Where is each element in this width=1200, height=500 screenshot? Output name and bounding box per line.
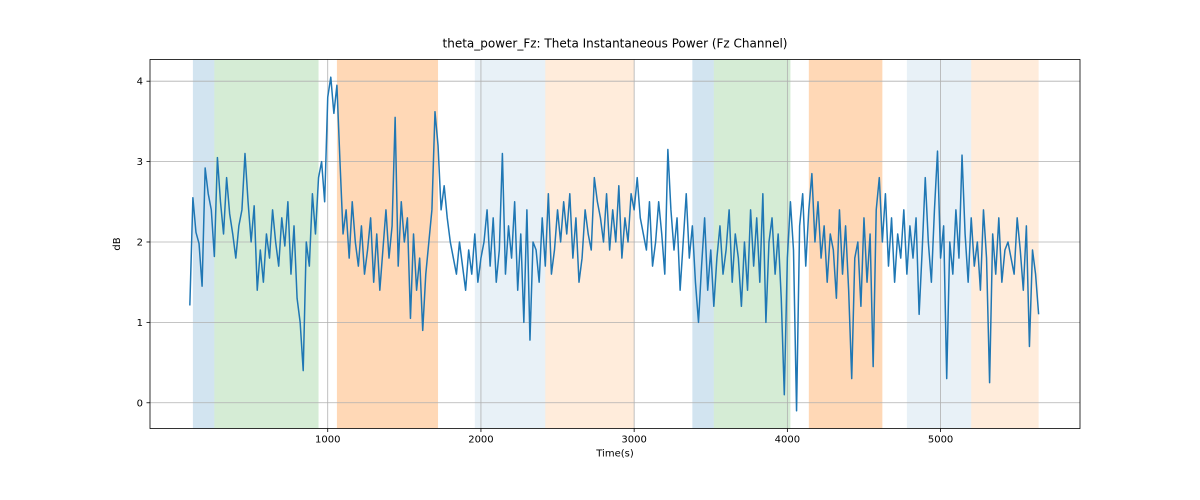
ytick-label: 3 — [137, 157, 143, 168]
ytick-label: 4 — [137, 77, 143, 88]
xtick-label: 3000 — [621, 435, 646, 446]
chart-container: 1000 2000 3000 4000 5000 Time(s) 0 1 2 3 4 dB theta_… — [0, 0, 1200, 500]
xtick-label: 2000 — [468, 435, 493, 446]
ytick-label: 2 — [137, 237, 143, 248]
xtick-label: 5000 — [928, 435, 953, 446]
chart-title: theta_power_Fz: Theta Instantaneous Powe… — [443, 37, 788, 51]
xtick-label: 4000 — [775, 435, 800, 446]
span-region — [971, 60, 1038, 429]
ytick-label: 1 — [137, 318, 143, 329]
chart-svg: 1000 2000 3000 4000 5000 Time(s) 0 1 2 3 4 dB theta_… — [0, 0, 1200, 500]
x-axis-label: Time(s) — [595, 449, 634, 460]
y-axis-label: dB — [112, 237, 123, 250]
xtick-label: 1000 — [315, 435, 340, 446]
ytick-label: 0 — [137, 398, 143, 409]
